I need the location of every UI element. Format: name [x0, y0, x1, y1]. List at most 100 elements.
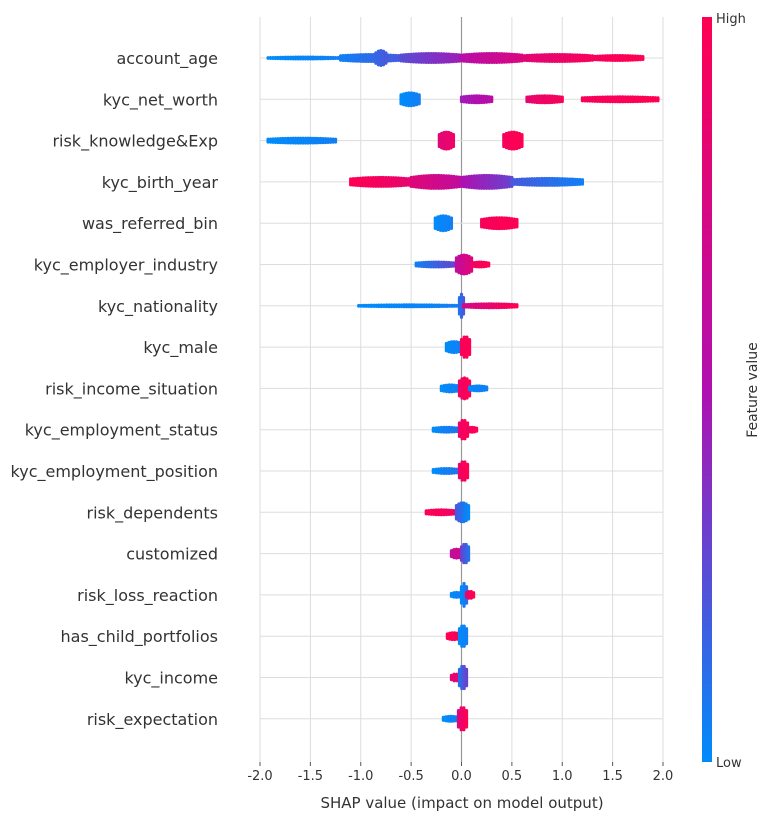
shap-point: [434, 260, 438, 269]
shap-point: [505, 175, 509, 189]
shap-point: [558, 177, 562, 187]
shap-point: [303, 136, 308, 145]
shap-point: [362, 303, 366, 308]
shap-point: [651, 96, 655, 103]
shap-point: [407, 177, 411, 187]
shap-point: [460, 460, 464, 482]
shap-point: [321, 137, 325, 145]
shap-point: [449, 673, 454, 682]
shap-point: [575, 53, 579, 63]
shap-point: [447, 383, 451, 394]
shap-point: [482, 173, 486, 190]
shap-point: [548, 176, 552, 187]
shap-point: [316, 136, 320, 145]
shap-point: [444, 467, 448, 475]
shap-point: [633, 54, 637, 62]
shap-point: [451, 133, 456, 149]
shap-point: [482, 260, 486, 269]
shap-point: [377, 303, 381, 309]
shap-point: [452, 174, 456, 189]
shap-point: [595, 95, 600, 103]
shap-point: [336, 56, 340, 60]
shap-point: [437, 173, 441, 190]
shap-point: [442, 52, 446, 64]
shap-point: [268, 137, 273, 144]
shap-point: [432, 260, 436, 269]
shap-point: [512, 217, 516, 229]
shap-point: [402, 92, 406, 107]
shap-point: [371, 176, 375, 188]
shap-point: [429, 260, 433, 269]
shap-point: [477, 384, 481, 393]
shap-point: [434, 52, 438, 64]
feature-row-points: [431, 419, 479, 441]
shap-point: [447, 303, 452, 308]
shap-point: [472, 94, 476, 105]
shap-point: [379, 303, 384, 309]
shap-point: [477, 94, 481, 105]
shap-point: [417, 93, 421, 106]
shap-point: [326, 137, 330, 144]
shap-point: [480, 52, 484, 64]
shap-point: [464, 303, 468, 309]
feature-row-points: [433, 214, 519, 233]
shap-point: [444, 52, 448, 64]
shap-point: [457, 53, 461, 63]
shap-point: [656, 96, 660, 103]
shap-point: [532, 177, 537, 187]
shap-point: [545, 53, 549, 63]
shap-point: [464, 175, 469, 189]
shap-point: [517, 131, 521, 150]
shap-point: [273, 55, 278, 61]
shap-point: [444, 715, 448, 723]
shap-point: [555, 53, 559, 63]
shap-point: [512, 130, 516, 151]
shap-point: [487, 261, 491, 268]
shap-point: [386, 176, 391, 188]
shap-point: [616, 95, 620, 104]
shap-point: [452, 261, 456, 268]
shap-point: [412, 52, 416, 64]
shap-point: [457, 340, 461, 354]
shap-point: [447, 52, 451, 64]
shap-point: [482, 94, 486, 104]
shap-point: [558, 95, 562, 104]
shap-point: [653, 96, 658, 103]
shap-point: [414, 52, 418, 64]
shap-point: [626, 95, 630, 104]
shap-point: [444, 341, 448, 353]
shap-point: [271, 137, 275, 144]
shap-point: [412, 91, 416, 107]
shap-point: [429, 52, 433, 64]
shap-point: [463, 460, 467, 482]
shap-point: [364, 303, 368, 308]
shap-point: [548, 94, 552, 105]
shap-point: [530, 177, 534, 187]
shap-point: [450, 467, 454, 475]
shap-point: [573, 177, 577, 187]
shap-point: [271, 55, 275, 61]
shap-point: [331, 55, 335, 61]
shap-point: [628, 54, 632, 62]
shap-point: [509, 130, 514, 151]
shap-point: [515, 217, 519, 229]
shap-point: [266, 56, 270, 60]
shap-point: [439, 173, 443, 190]
shap-point: [472, 174, 476, 190]
shap-point: [504, 131, 509, 150]
x-tick-label: 1.5: [602, 769, 623, 784]
shap-point: [469, 261, 474, 268]
feature-label: account_age: [116, 49, 218, 69]
shap-point: [560, 177, 564, 187]
shap-point: [369, 176, 373, 188]
shap-point: [384, 51, 388, 65]
shap-point: [590, 54, 595, 62]
shap-point: [467, 385, 472, 392]
shap-point: [643, 95, 647, 103]
shap-point: [553, 176, 557, 187]
shap-point: [449, 174, 454, 190]
shap-point: [490, 173, 494, 190]
shap-point: [427, 174, 431, 190]
shap-point: [510, 217, 514, 230]
shap-point: [573, 53, 577, 63]
